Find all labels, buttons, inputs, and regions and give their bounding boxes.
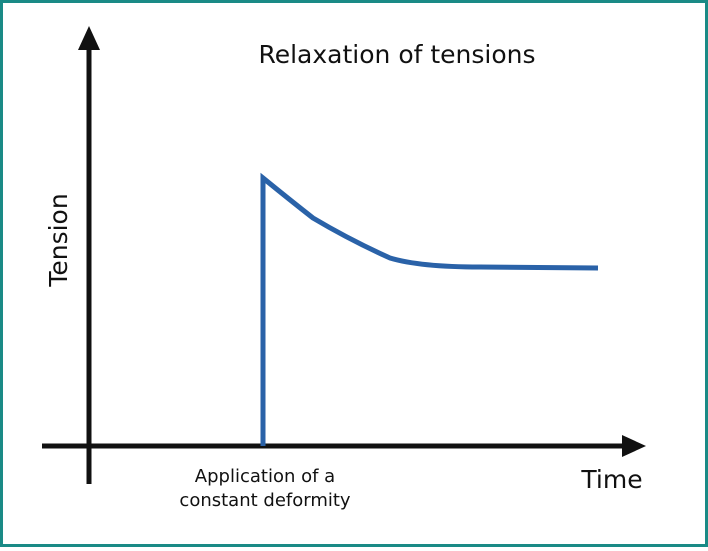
y-axis-label: Tension (44, 193, 73, 287)
y-axis-arrow (78, 26, 100, 50)
relaxation-curve (260, 172, 599, 446)
x-axis-label: Time (580, 465, 642, 494)
annotation-line: Application of a (195, 466, 335, 487)
title: Relaxation of tensions (258, 40, 535, 69)
annotation-line: constant deformity (179, 490, 350, 511)
x-axis-arrow (622, 435, 646, 457)
